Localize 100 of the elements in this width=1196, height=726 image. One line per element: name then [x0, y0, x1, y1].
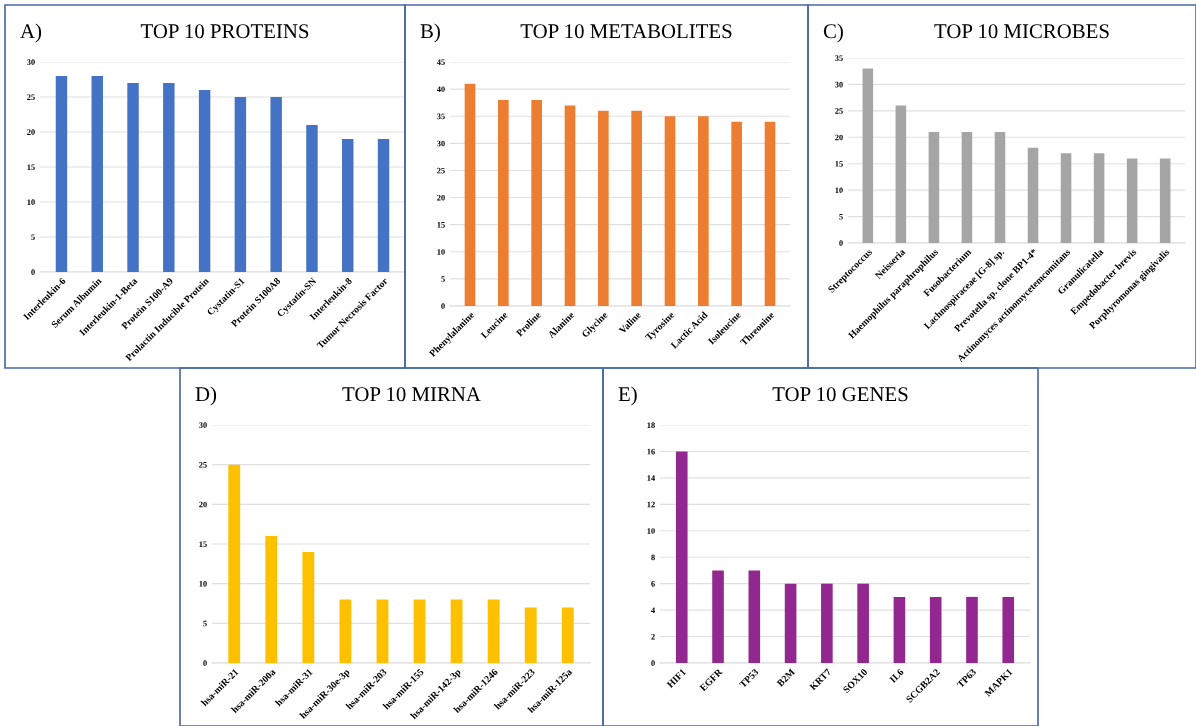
y-tick-label: 30 [835, 81, 843, 88]
y-tick-label: 10 [437, 249, 445, 255]
bar [928, 132, 940, 243]
y-tick-label: 0 [839, 240, 843, 246]
bar [342, 139, 354, 272]
chart-title: TOP 10 MICROBES [934, 24, 1109, 39]
bar [561, 607, 574, 663]
bar [712, 570, 724, 663]
y-tick-label: 10 [647, 528, 655, 534]
y-tick-label: 25 [437, 167, 445, 174]
bar [664, 116, 676, 306]
bar [55, 76, 68, 272]
bar [376, 599, 389, 663]
y-tick-label: 0 [651, 660, 655, 666]
y-tick-label: 40 [436, 86, 445, 93]
y-tick-label: 8 [651, 554, 655, 561]
y-tick-label: 0 [441, 303, 445, 309]
bar [994, 132, 1006, 243]
chart-title: TOP 10 MIRNA [342, 387, 481, 402]
bar [302, 551, 315, 663]
bar [1002, 596, 1015, 663]
bar [1159, 158, 1171, 243]
y-tick-label: 6 [651, 581, 655, 587]
y-tick-label: 10 [835, 187, 843, 194]
bar [377, 139, 390, 272]
bar [487, 599, 500, 663]
bar [127, 83, 139, 272]
text: B) [420, 23, 440, 43]
bar [929, 596, 942, 663]
bar [598, 110, 609, 306]
y-tick-label: 12 [647, 501, 655, 508]
y-tick-label: 30 [199, 422, 207, 428]
bar [1027, 147, 1039, 243]
bar [413, 599, 426, 663]
bar [531, 99, 542, 306]
y-tick-label: 25 [199, 462, 207, 468]
y-tick-label: 0 [203, 660, 207, 666]
bar [234, 97, 247, 272]
y-tick-label: 10 [199, 581, 207, 587]
y-tick-label: 5 [441, 276, 445, 282]
bar [464, 83, 476, 306]
bar [675, 451, 688, 663]
bar [821, 583, 833, 663]
y-tick-label: 14 [647, 475, 655, 481]
text: C) [823, 23, 843, 43]
bar [961, 132, 973, 243]
y-tick-label: 5 [203, 620, 207, 627]
bar [339, 599, 352, 663]
y-tick-label: 20 [437, 194, 445, 201]
y-tick-label: 20 [27, 129, 35, 135]
y-tick-label: 15 [27, 164, 35, 170]
y-tick-label: 20 [199, 501, 207, 508]
y-tick-label: 2 [651, 633, 655, 640]
y-tick-label: 25 [27, 94, 35, 100]
y-tick-label: 35 [835, 55, 843, 61]
y-tick-label: 4 [651, 607, 655, 613]
y-tick-label: 0 [31, 269, 35, 275]
bar [731, 121, 742, 306]
bar [498, 99, 509, 306]
bar [698, 116, 709, 306]
bar [91, 76, 103, 272]
bar [631, 110, 642, 306]
y-tick-label: 18 [647, 422, 655, 428]
y-tick-label: 45 [436, 59, 445, 65]
bar [1126, 158, 1138, 243]
bar [198, 90, 211, 272]
chart-title: TOP 10 METABOLITES [520, 24, 732, 39]
y-tick-label: 20 [835, 134, 843, 141]
text: D) [195, 386, 217, 406]
chart-title: TOP 10 GENES [772, 387, 908, 402]
bar [228, 464, 241, 663]
y-tick-label: 15 [199, 541, 207, 547]
bar [163, 83, 175, 272]
bar [450, 599, 463, 663]
y-tick-label: 35 [437, 113, 445, 120]
bar [764, 121, 776, 306]
bar [966, 596, 978, 663]
bar [748, 570, 761, 663]
y-tick-label: 25 [835, 108, 843, 114]
y-tick-label: 15 [437, 222, 445, 228]
y-tick-label: 10 [27, 199, 35, 205]
bar [265, 536, 278, 663]
bar [1060, 153, 1072, 243]
x-tick-label: IL6 [889, 668, 905, 684]
y-tick-label: 5 [839, 214, 843, 220]
bar [1093, 153, 1105, 243]
bar [862, 68, 874, 243]
bar [857, 583, 869, 663]
y-tick-label: 30 [27, 59, 35, 65]
bar [564, 105, 576, 306]
text: A) [20, 23, 42, 43]
text: E) [618, 386, 637, 406]
y-tick-label: 15 [835, 161, 843, 167]
bar [270, 97, 282, 272]
chart-title: TOP 10 PROTEINS [140, 24, 309, 39]
bar [784, 583, 797, 663]
bar [893, 596, 906, 663]
y-tick-label: 16 [647, 448, 655, 455]
bar [895, 105, 907, 243]
y-tick-label: 5 [31, 234, 35, 240]
